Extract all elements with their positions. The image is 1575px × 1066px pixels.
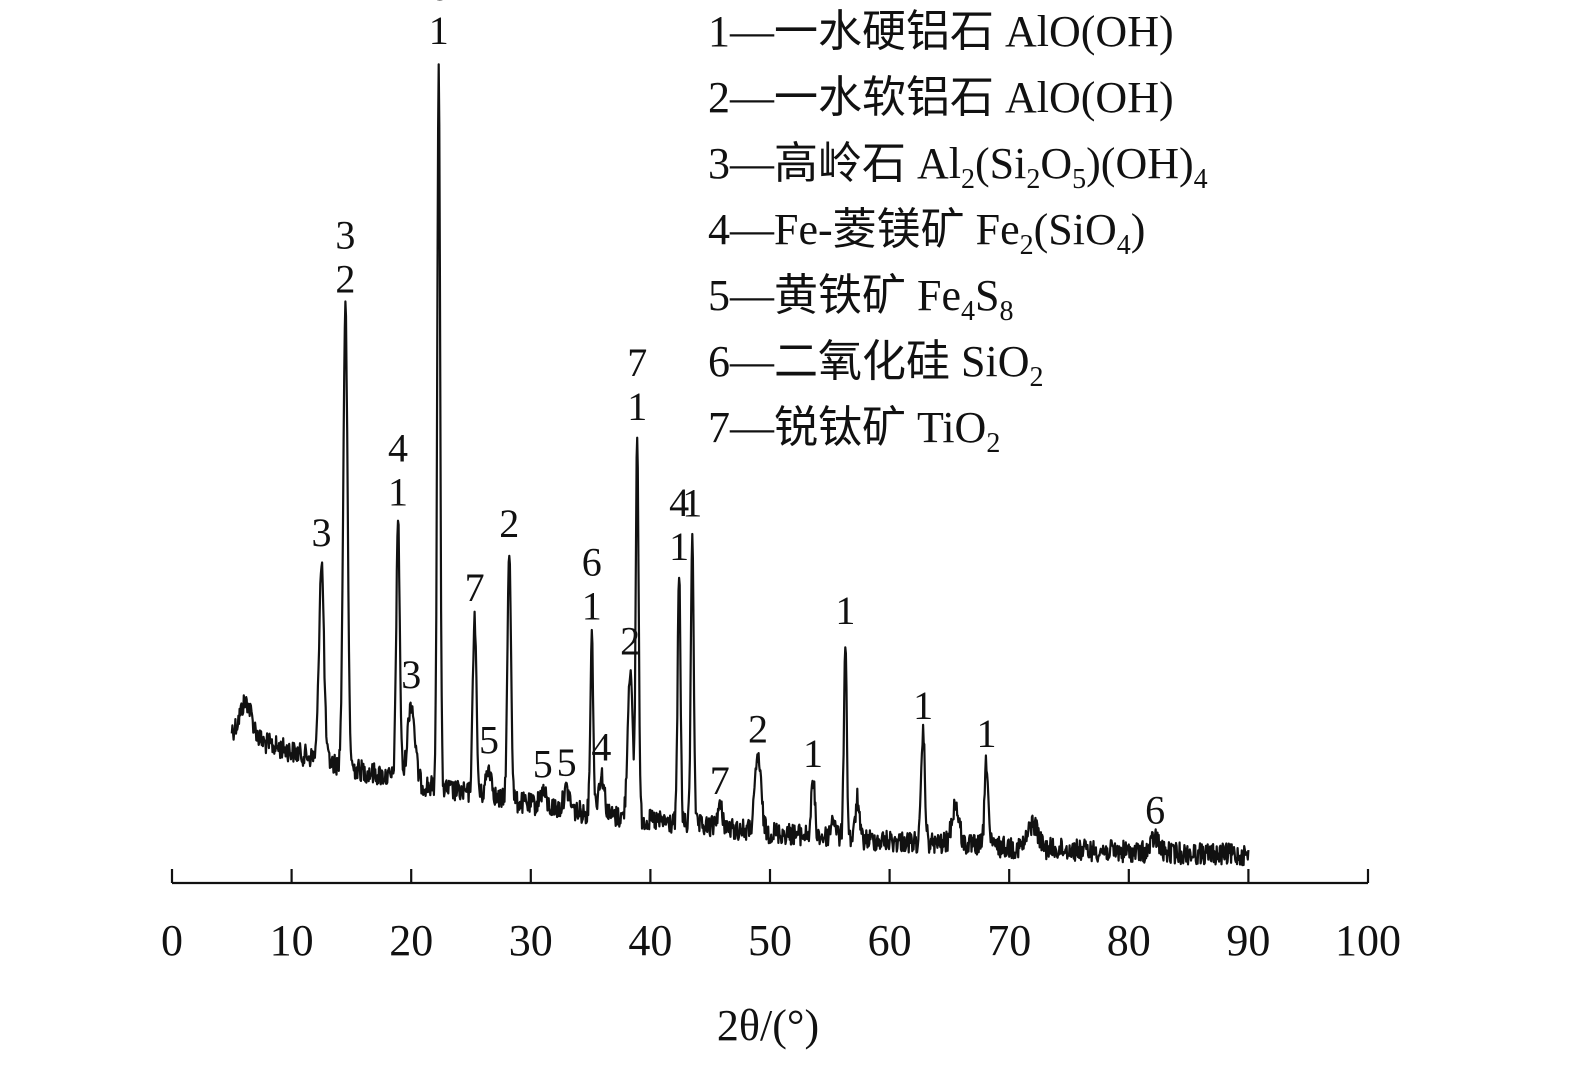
x-tick-label: 40	[628, 916, 672, 965]
x-tick-label: 50	[748, 916, 792, 965]
legend-entry-6: 6—二氧化硅 SiO2	[708, 337, 1043, 393]
peak-label: 3	[312, 510, 332, 555]
x-tick-label: 60	[868, 916, 912, 965]
peak-label: 2	[499, 501, 519, 546]
peak-label: 5	[557, 740, 577, 785]
peak-label: 6	[429, 0, 449, 9]
legend: 1—一水硬铝石 AlO(OH) 2—一水软铝石 AlO(OH) 3—高岭石 Al2(…	[708, 7, 1208, 459]
x-tick-label: 100	[1335, 916, 1401, 965]
peak-label: 2	[620, 618, 640, 663]
peak-label: 1	[429, 8, 449, 53]
peak-label: 2	[748, 706, 768, 751]
peak-label: 5	[479, 717, 499, 762]
legend-entry-1: 1—一水硬铝石 AlO(OH)	[708, 7, 1174, 56]
x-axis-ticks: 0 10 20 30 40 50 60 70 80 90 100	[161, 869, 1401, 965]
x-tick-label: 30	[509, 916, 553, 965]
x-tick-label: 80	[1107, 916, 1151, 965]
legend-entry-3: 3—高岭石 Al2(Si2O5)(OH)4	[708, 139, 1208, 195]
legend-entry-7: 7—锐钛矿 TiO2	[708, 403, 1000, 459]
x-axis-title: 2θ/(°)	[717, 1001, 819, 1050]
peak-label: 1	[803, 731, 823, 776]
peak-label: 1	[627, 384, 647, 429]
legend-entry-5: 5—黄铁矿 Fe4S8	[708, 271, 1013, 327]
peak-label: 1	[669, 524, 689, 569]
peak-label: 6	[582, 539, 602, 584]
peak-label: 7	[465, 565, 485, 610]
legend-entry-4: 4—Fe-菱镁矿 Fe2(SiO4)	[708, 205, 1145, 261]
peak-label: 1	[913, 683, 933, 728]
peak-label: 3	[335, 213, 355, 258]
legend-entry-2: 2—一水软铝石 AlO(OH)	[708, 73, 1174, 122]
x-tick-label: 20	[389, 916, 433, 965]
peak-label: 2	[335, 257, 355, 302]
x-tick-label: 70	[987, 916, 1031, 965]
x-tick-label: 10	[270, 916, 314, 965]
peak-label: 4	[669, 480, 689, 525]
peak-label: 7	[627, 340, 647, 385]
peak-label: 3	[401, 652, 421, 697]
peak-label: 1	[582, 583, 602, 628]
peak-label: 5	[533, 741, 553, 786]
peak-label: 1	[976, 711, 996, 756]
xrd-pattern-line	[230, 63, 1250, 867]
x-tick-label: 0	[161, 916, 183, 965]
peak-label: 7	[710, 758, 730, 803]
peak-label: 6	[1145, 788, 1165, 833]
peak-label: 4	[388, 425, 408, 470]
x-tick-label: 90	[1226, 916, 1270, 965]
peak-label: 4	[591, 725, 611, 770]
peak-labels: 33241361752556142714117211116	[312, 0, 1166, 833]
peak-label: 1	[388, 469, 408, 514]
peak-label: 1	[835, 588, 855, 633]
peak-label: 1	[682, 480, 702, 525]
